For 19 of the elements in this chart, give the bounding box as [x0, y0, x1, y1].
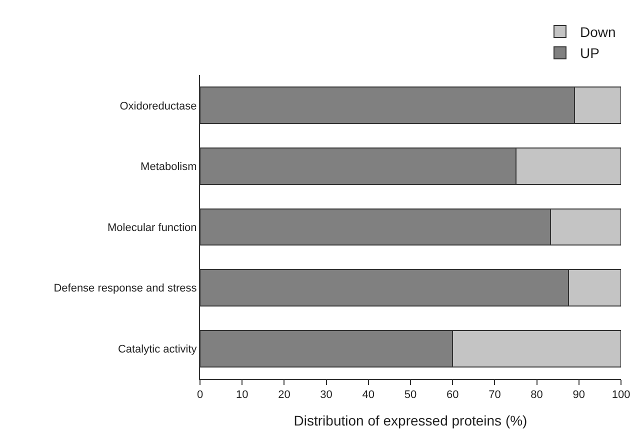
y-tick-label: Oxidoreductase	[120, 100, 197, 112]
x-axis-title: Distribution of expressed proteins (%)	[294, 412, 528, 428]
x-tick-label: 60	[446, 389, 459, 402]
y-tick-label: Metabolism	[140, 161, 197, 174]
x-tick-label: 50	[404, 389, 417, 402]
x-tick-label: 80	[530, 389, 543, 402]
y-tick-label: Defense response and stress	[54, 282, 198, 295]
x-tick-label: 20	[278, 389, 290, 402]
x-tick-label: 70	[488, 389, 501, 402]
x-tick-label: 10	[236, 389, 248, 402]
legend-label: Down	[580, 24, 616, 40]
legend-label: UP	[580, 45, 600, 62]
x-tick-label: 0	[196, 389, 204, 402]
y-tick-label: Molecular function	[108, 222, 197, 234]
x-tick-label: 100	[612, 389, 630, 402]
y-tick-label: Catalytic activity	[118, 343, 198, 356]
x-tick-label: 40	[362, 389, 375, 402]
x-tick-label: 90	[572, 389, 586, 402]
x-tick-label: 30	[320, 389, 332, 402]
